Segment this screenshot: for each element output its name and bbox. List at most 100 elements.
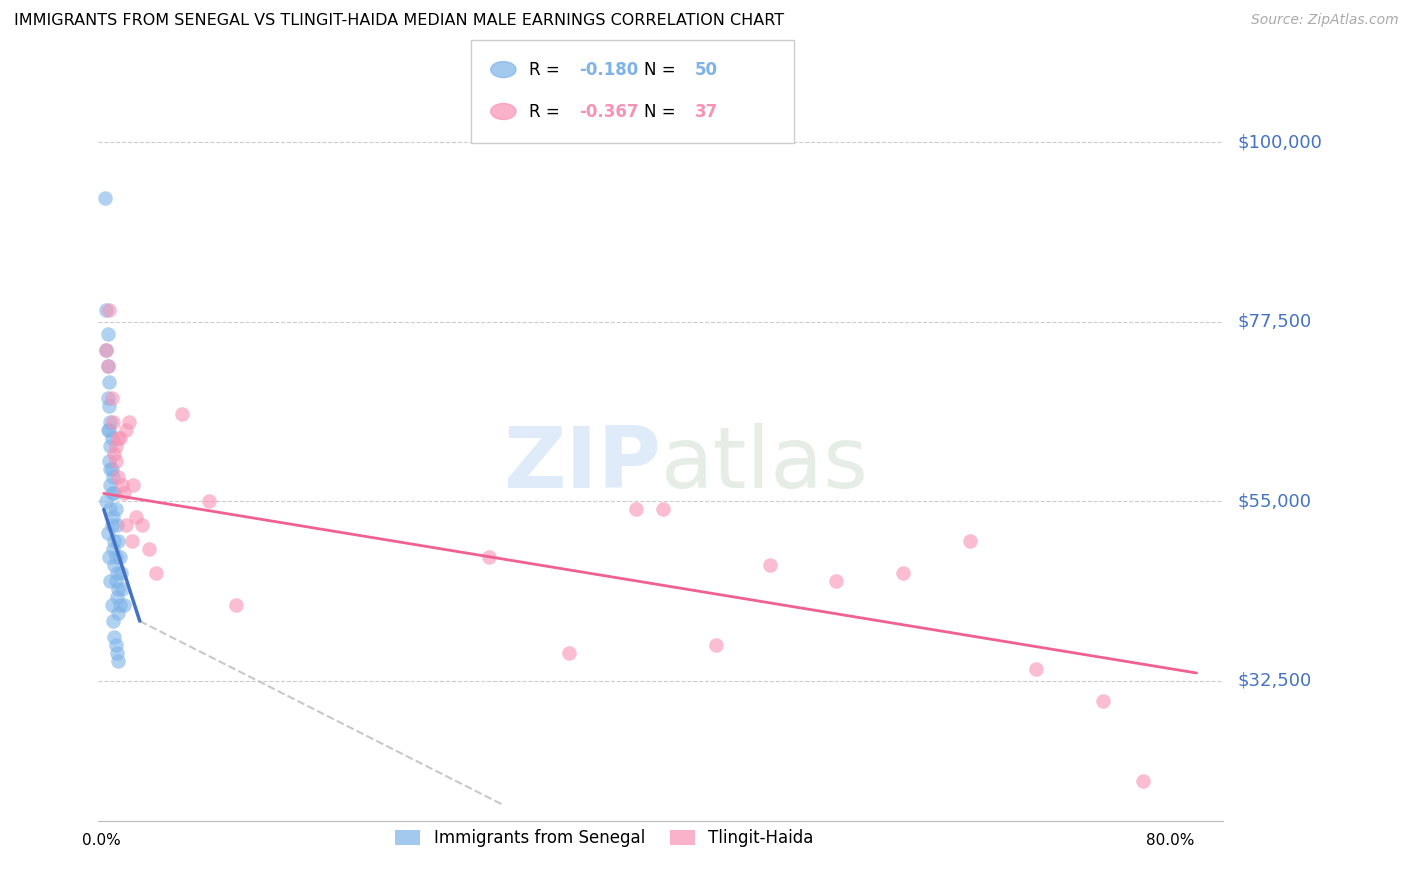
Point (98, 399, 121, 413)
Point (110, 566, 132, 581)
Point (100, 391, 122, 405)
Text: -0.180: -0.180 (579, 61, 638, 78)
Point (172, 407, 194, 421)
Point (105, 646, 128, 660)
Point (96, 494, 118, 508)
Text: atlas: atlas (661, 423, 869, 506)
Point (225, 598, 247, 612)
Text: N =: N = (644, 61, 681, 78)
Point (98, 302, 121, 317)
Text: R =: R = (529, 103, 565, 120)
Text: 80.0%: 80.0% (1146, 832, 1194, 847)
Point (111, 478, 134, 492)
Point (100, 478, 122, 492)
Point (651, 502, 673, 516)
Text: $55,000: $55,000 (1237, 492, 1312, 510)
Point (107, 470, 129, 484)
Point (97, 391, 120, 405)
Legend: Immigrants from Senegal, Tlingit-Haida: Immigrants from Senegal, Tlingit-Haida (389, 822, 820, 854)
Point (624, 502, 647, 516)
Point (100, 431, 122, 445)
Text: N =: N = (644, 103, 681, 120)
Point (108, 598, 131, 612)
Point (100, 598, 122, 612)
Point (103, 630, 125, 644)
Point (104, 454, 127, 468)
Point (758, 558, 780, 573)
Point (100, 438, 122, 452)
Point (105, 566, 128, 581)
Point (105, 518, 128, 533)
Point (104, 638, 127, 652)
Point (107, 431, 129, 445)
Point (100, 486, 122, 500)
Text: -0.367: -0.367 (579, 103, 638, 120)
Point (104, 502, 127, 516)
Point (131, 518, 153, 533)
Text: 50: 50 (695, 61, 717, 78)
Point (103, 558, 125, 573)
Point (891, 566, 914, 581)
Point (97, 359, 120, 373)
Point (145, 566, 167, 581)
Text: Source: ZipAtlas.com: Source: ZipAtlas.com (1251, 13, 1399, 28)
Point (98, 550, 121, 565)
Text: $32,500: $32,500 (1237, 672, 1312, 690)
Point (96, 302, 118, 317)
Point (121, 534, 143, 549)
Point (97, 526, 120, 541)
Point (103, 446, 125, 460)
Text: $77,500: $77,500 (1237, 313, 1312, 331)
Point (104, 438, 127, 452)
Point (100, 462, 122, 476)
Point (101, 415, 124, 429)
Point (115, 423, 138, 437)
Text: IMMIGRANTS FROM SENEGAL VS TLINGIT-HAIDA MEDIAN MALE EARNINGS CORRELATION CHART: IMMIGRANTS FROM SENEGAL VS TLINGIT-HAIDA… (14, 13, 785, 29)
Point (103, 486, 125, 500)
Point (101, 614, 124, 628)
Point (100, 462, 122, 476)
Point (104, 574, 127, 589)
Point (108, 431, 131, 445)
Point (1132, 773, 1154, 788)
Point (101, 542, 124, 557)
Point (101, 510, 124, 524)
Point (704, 638, 727, 652)
Point (107, 606, 129, 620)
Point (478, 550, 501, 565)
Point (1092, 694, 1115, 708)
Point (107, 534, 129, 549)
Text: 37: 37 (695, 103, 718, 120)
Point (125, 510, 148, 524)
Point (107, 654, 129, 668)
Point (100, 415, 122, 429)
Point (558, 646, 581, 660)
Point (959, 534, 981, 549)
Point (111, 582, 134, 597)
Text: R =: R = (529, 61, 565, 78)
Point (105, 590, 128, 604)
Point (100, 518, 122, 533)
Point (138, 542, 160, 557)
Point (112, 486, 135, 500)
Point (122, 478, 145, 492)
Point (103, 534, 125, 549)
Point (104, 550, 127, 565)
Point (107, 582, 129, 597)
Point (94, 191, 117, 205)
Point (112, 598, 135, 612)
Point (97, 326, 120, 341)
Point (98, 375, 121, 389)
Point (98, 454, 121, 468)
Point (101, 470, 124, 484)
Text: $100,000: $100,000 (1237, 133, 1322, 152)
Point (118, 415, 141, 429)
Point (825, 574, 848, 589)
Point (97, 359, 120, 373)
Text: 0.0%: 0.0% (82, 832, 121, 847)
Text: ZIP: ZIP (503, 423, 661, 506)
Point (96, 343, 118, 357)
Point (100, 502, 122, 516)
Point (115, 518, 138, 533)
Point (108, 550, 131, 565)
